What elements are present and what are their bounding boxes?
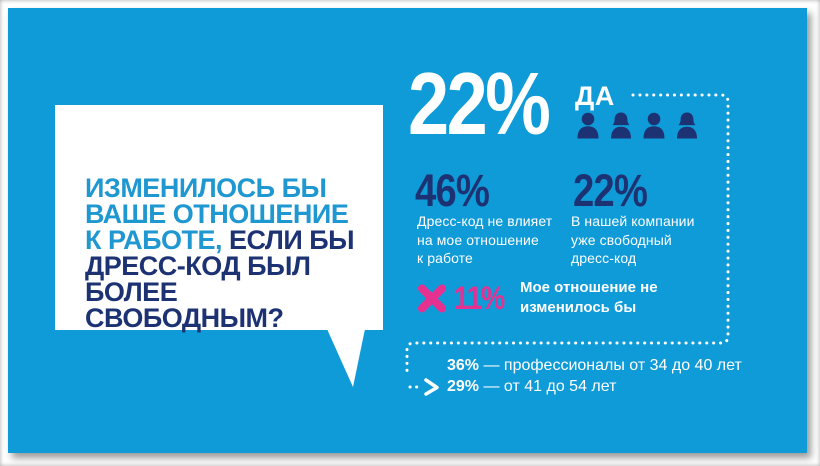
stat-free-dresscode-value: 22% [573, 165, 648, 216]
woman-icon [611, 112, 631, 139]
man-icon [643, 112, 665, 139]
age-breakdown-row: 36% — профессионалы от 34 до 40 лет [447, 356, 742, 377]
age-value: 29% [447, 377, 480, 395]
age-breakdown-row: 29% — от 41 до 54 лет [447, 377, 742, 398]
age-breakdown: 36% — профессионалы от 34 до 40 лет 29% … [447, 356, 742, 397]
yes-label: ДА [575, 81, 615, 111]
stat-no-change-value: 11% [454, 280, 505, 316]
question-speech-bubble [55, 105, 383, 330]
people-icons-row [575, 112, 700, 140]
question-text-dark: ЕСЛИ БЫ ДРЕСС-КОД БЫЛ БОЛЕЕ СВОБОДНЫМ? [85, 225, 355, 333]
question-text-light: ИЗМЕНИЛОСЬ БЫ ВАШЕ ОТНОШЕНИЕ К РАБОТЕ, [85, 173, 349, 255]
woman-icon [677, 112, 697, 139]
question-text: ИЗМЕНИЛОСЬ БЫ ВАШЕ ОТНОШЕНИЕ К РАБОТЕ, Е… [85, 149, 365, 333]
stat-free-dresscode-description: В нашей компании уже свободный дресс-код [571, 213, 695, 266]
headline-percentage: 22% [408, 54, 551, 153]
stat-no-influence-value: 46% [415, 165, 490, 216]
age-text: — профессионалы от 34 до 40 лет [483, 357, 742, 374]
x-mark-icon [418, 284, 446, 313]
age-text: — от 41 до 54 лет [483, 377, 617, 395]
age-value: 36% [447, 357, 480, 374]
stat-no-change-description: Мое отношение не изменилось бы [520, 279, 658, 316]
speech-bubble-tail [327, 329, 365, 387]
man-icon [577, 112, 599, 139]
stat-no-influence-description: Дресс-код не влияет на мое отношение к р… [417, 213, 553, 266]
